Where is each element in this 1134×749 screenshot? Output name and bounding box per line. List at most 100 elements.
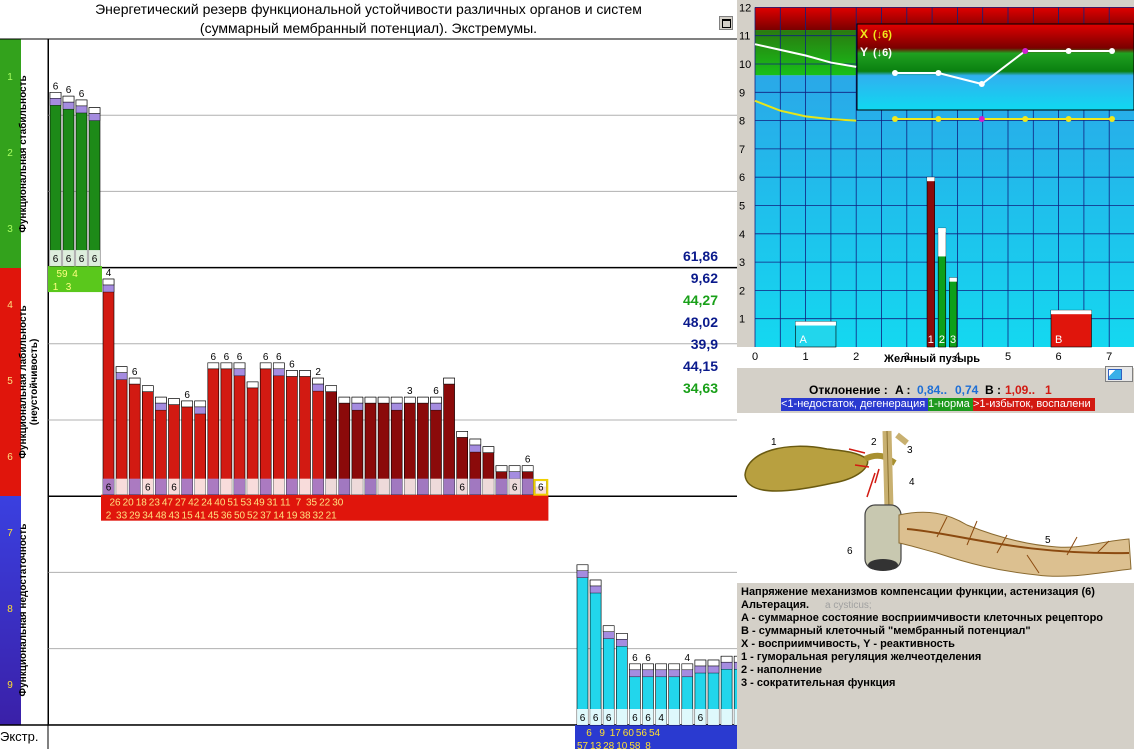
bar-cap — [417, 396, 429, 404]
bar-cap — [181, 400, 193, 408]
zone-level-9: 9 — [7, 680, 13, 691]
bar-top-label: 6 — [263, 352, 269, 363]
bar-cap — [668, 663, 681, 671]
strip-label-row2: 29 — [129, 511, 141, 522]
x-tick-label: 0 — [752, 351, 758, 363]
bar — [443, 377, 455, 495]
bar-base — [103, 478, 114, 495]
y-tick-label: 5 — [739, 201, 745, 213]
bar-base — [378, 478, 390, 495]
label-strip — [101, 494, 549, 521]
bar — [259, 362, 272, 495]
strip-label-row1: 7 — [296, 498, 302, 509]
bar-cap — [508, 465, 521, 473]
bar-accent — [75, 105, 88, 114]
bar-base — [694, 709, 706, 725]
bar-base — [522, 478, 534, 495]
bar-accent — [49, 98, 62, 106]
inset-y-point — [1109, 116, 1115, 122]
bar-label: 3 — [950, 334, 956, 346]
deviation-b-value1: 1,09.. — [1005, 383, 1036, 397]
strip-label-row2: 37 — [260, 511, 272, 522]
inset-x-line — [895, 50, 1112, 86]
bar-accent — [681, 669, 693, 678]
strip-label-row1: 31 — [267, 498, 279, 509]
bar-cap — [495, 465, 508, 473]
scale-legend-low: <1-недостаток, дегенерация — [781, 398, 928, 411]
strip-label-row1: 24 — [201, 498, 213, 509]
strip-label-row1: 27 — [175, 498, 187, 509]
bar-top-label: 6 — [525, 455, 531, 466]
x-tick-label: 3 — [904, 351, 910, 363]
window-restore-icon — [722, 19, 731, 28]
strip-label-row2: 33 — [116, 511, 128, 522]
bar-label: 2 — [939, 334, 945, 346]
bar-bottom-label: 6 — [459, 483, 465, 494]
bar — [75, 99, 88, 267]
bar-cap — [168, 398, 180, 405]
deviation-a-label: A : — [895, 383, 911, 397]
bar-accent — [694, 665, 707, 674]
strip-label-row1: 40 — [214, 498, 226, 509]
bar-accent — [351, 402, 364, 411]
bar-cap — [272, 362, 285, 370]
chart-title-line2: (суммарный мембранный потенциал). Экстре… — [199, 20, 538, 36]
label-strip — [575, 725, 737, 749]
organ-panel: 1 2 3 4 5 6 7 8 9 10 11 12 0 1 2 3 4 5 6 7 A 1 2 3 B X (↓6) Y (↓6) Ж… — [737, 0, 1134, 749]
inset-x-point — [1022, 48, 1029, 54]
bar-cap — [469, 438, 482, 446]
reactivity-inset — [856, 23, 1134, 111]
bar-base — [325, 478, 337, 495]
scale-legend-high: >1-избыток, воспалени — [973, 398, 1095, 411]
bar-accent — [391, 402, 403, 411]
bar — [299, 370, 311, 495]
bar-base — [603, 709, 615, 725]
strip-label-row2: 38 — [299, 511, 311, 522]
bar-accent — [62, 101, 75, 110]
y-tick-label: 4 — [739, 229, 745, 241]
bar-base — [469, 478, 481, 495]
bar-base — [273, 478, 285, 495]
strip-label-row2: 50 — [234, 511, 246, 522]
legend-line-3: A - суммарное состояние восприимчивости … — [741, 612, 1104, 624]
legend-line-7: 2 - наполнение — [741, 664, 823, 676]
bar-top-label: 6 — [79, 89, 85, 100]
strip-label-row2: 28 — [603, 741, 615, 749]
bar-base — [590, 709, 602, 725]
bar-base — [655, 709, 667, 725]
strip-label-row2: 45 — [208, 511, 220, 522]
inset-x-point — [892, 70, 898, 76]
bar — [207, 362, 220, 495]
bar-base — [50, 250, 61, 267]
y-tick-label: 2 — [739, 285, 745, 297]
inset-y-point — [978, 116, 985, 122]
bar-cap — [207, 362, 220, 370]
restore-button[interactable] — [719, 16, 733, 30]
x-tick-label: 4 — [954, 351, 960, 363]
x-axis-band — [737, 347, 1134, 368]
legend-line-5: X - восприимчивость, Y - реактивность — [741, 638, 955, 650]
chart-title-line1: Энергетический резерв функциональной уст… — [95, 1, 642, 17]
zone-labile — [0, 268, 21, 496]
bar-base — [708, 709, 719, 725]
strip-label-row2: 21 — [326, 511, 338, 522]
bar-cap — [403, 396, 416, 404]
bar-accent — [629, 669, 641, 678]
inset-x-label: X — [860, 27, 868, 41]
bar-cap — [286, 370, 298, 377]
bar-top-label: 6 — [237, 352, 243, 363]
y-tick-label: 12 — [739, 2, 751, 14]
anatomy-number-2: 2 — [871, 437, 877, 448]
strip-label-row2: 19 — [286, 511, 298, 522]
strip-label-row2: 8 — [645, 741, 651, 749]
strip-label-row2: 13 — [590, 741, 602, 749]
strip-label-row2: 32 — [313, 511, 325, 522]
extr-label: Экстр. — [0, 729, 39, 744]
zone-level-8: 8 — [7, 604, 13, 615]
strip-label-row1: 22 — [319, 498, 331, 509]
strip-label-row2: 43 — [168, 511, 180, 522]
bar-cap — [351, 396, 364, 404]
chart-type-icon[interactable] — [1105, 366, 1133, 382]
bar-accent — [233, 368, 246, 377]
